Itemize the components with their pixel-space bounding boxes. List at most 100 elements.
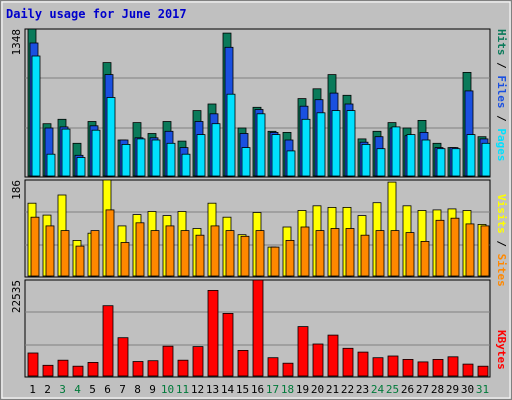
bar-pages-day-20: [316, 112, 326, 177]
bar-pages-day-8: [136, 138, 146, 177]
bar-sites-day-15: [240, 235, 250, 277]
bar-kbytes-day-26: [402, 358, 414, 377]
bar-pages-day-24: [376, 148, 386, 177]
bar-pages-day-18: [286, 150, 296, 177]
x-tick-day-30: 30: [461, 383, 474, 396]
bar-pages-day-31: [481, 142, 491, 177]
x-tick-day-5: 5: [89, 383, 96, 396]
svg-text:Visits / Sites: Visits / Sites: [495, 194, 508, 287]
bar-sites-day-30: [465, 223, 475, 277]
bar-sites-day-11: [180, 230, 190, 277]
x-tick-day-29: 29: [446, 383, 459, 396]
bar-kbytes-day-10: [162, 345, 174, 377]
bar-sites-day-16: [255, 230, 265, 277]
x-tick-day-31: 31: [476, 383, 489, 396]
x-tick-day-1: 1: [29, 383, 36, 396]
bar-sites-day-27: [420, 240, 430, 277]
bar-pages-day-7: [121, 143, 131, 177]
bar-sites-day-25: [390, 230, 400, 277]
x-tick-day-14: 14: [221, 383, 235, 396]
legend-pages: Pages: [495, 128, 508, 161]
bar-sites-day-3: [60, 230, 70, 277]
bar-sites-day-29: [450, 217, 460, 277]
bar-pages-day-11: [181, 153, 191, 177]
legend-kbytes-panel: KBytes: [495, 330, 508, 370]
bar-kbytes-day-3: [57, 359, 69, 377]
x-tick-day-15: 15: [236, 383, 249, 396]
x-tick-day-4: 4: [74, 383, 81, 396]
x-tick-day-28: 28: [431, 383, 444, 396]
legend-kbytes: KBytes: [495, 330, 508, 370]
bar-pages-day-29: [451, 148, 461, 177]
bar-kbytes-day-31: [477, 365, 489, 377]
ytick-max-visits: 186: [10, 180, 23, 200]
bar-pages-day-5: [91, 129, 101, 177]
bar-pages-day-26: [406, 134, 416, 177]
bar-pages-day-15: [241, 147, 251, 177]
bar-kbytes-day-14: [222, 312, 234, 377]
x-tick-day-8: 8: [134, 383, 141, 396]
bar-pages-day-17: [271, 134, 281, 177]
bar-sites-day-31: [480, 225, 490, 277]
bar-kbytes-day-16: [252, 279, 264, 377]
bar-sites-day-14: [225, 230, 235, 277]
bar-kbytes-day-23: [357, 351, 369, 377]
x-tick-day-12: 12: [191, 383, 204, 396]
bar-kbytes-day-7: [117, 337, 129, 377]
bar-pages-day-2: [46, 153, 56, 177]
bar-sites-day-23: [360, 234, 370, 277]
legend-sites: Sites: [495, 254, 508, 287]
bar-pages-day-30: [466, 134, 476, 177]
x-tick-day-19: 19: [296, 383, 309, 396]
bar-sites-day-13: [210, 225, 220, 277]
bar-pages-day-10: [166, 142, 176, 177]
bar-sites-day-19: [300, 226, 310, 277]
bar-sites-day-7: [120, 242, 130, 277]
bar-kbytes-day-27: [417, 361, 429, 377]
x-tick-labels: 1 2 3 4 5 6 7 8 9 10 11 12 13 14 15 16 17 18 19 20 21 22 23 24 2…: [29, 383, 489, 396]
x-tick-day-18: 18: [281, 383, 294, 396]
bar-pages-day-1: [31, 55, 41, 177]
bar-sites-day-10: [165, 225, 175, 277]
svg-text:KBytes: KBytes: [495, 330, 508, 370]
legend-hits-panel: Hits / Files / Pages: [495, 29, 508, 162]
bar-sites-day-12: [195, 234, 205, 277]
x-tick-day-20: 20: [311, 383, 324, 396]
bar-sites-day-2: [45, 225, 55, 277]
x-tick-day-16: 16: [251, 383, 264, 396]
bar-sites-day-20: [315, 230, 325, 277]
x-tick-day-9: 9: [149, 383, 156, 396]
bar-sites-day-9: [150, 230, 160, 277]
x-tick-day-25: 25: [386, 383, 399, 396]
bar-pages-day-22: [346, 110, 356, 177]
bar-pages-day-12: [196, 134, 206, 177]
x-tick-day-24: 24: [371, 383, 385, 396]
x-tick-day-21: 21: [326, 383, 339, 396]
x-tick-day-26: 26: [401, 383, 414, 396]
bars-layer: [27, 28, 491, 377]
bar-kbytes-day-9: [147, 360, 159, 377]
bar-kbytes-day-25: [387, 355, 399, 377]
x-tick-day-7: 7: [119, 383, 126, 396]
x-tick-day-27: 27: [416, 383, 429, 396]
bar-pages-day-28: [436, 148, 446, 177]
bar-kbytes-day-6: [102, 305, 114, 377]
bar-kbytes-day-12: [192, 346, 204, 377]
bar-sites-day-5: [90, 230, 100, 277]
bar-sites-day-22: [345, 228, 355, 277]
legend-visits-panel: Visits / Sites: [495, 194, 508, 287]
bar-kbytes-day-11: [177, 359, 189, 377]
bar-sites-day-17: [270, 246, 280, 277]
bar-sites-day-28: [435, 219, 445, 277]
bar-kbytes-day-21: [327, 334, 339, 377]
x-tick-day-6: 6: [104, 383, 111, 396]
bar-kbytes-day-1: [27, 352, 39, 377]
legend-files: Files: [495, 75, 508, 108]
x-tick-day-2: 2: [44, 383, 51, 396]
bar-sites-day-18: [285, 239, 295, 277]
legend-visits: Visits: [495, 194, 508, 234]
ytick-max-kbytes: 22535: [10, 280, 23, 313]
bar-kbytes-day-29: [447, 356, 459, 377]
bar-kbytes-day-28: [432, 358, 444, 377]
